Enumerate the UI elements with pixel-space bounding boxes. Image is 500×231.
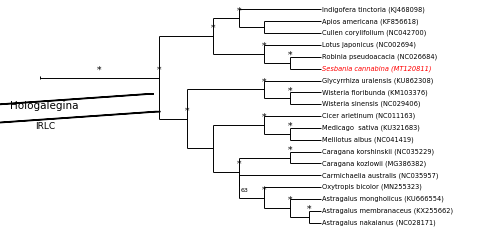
Text: 63: 63 — [240, 188, 248, 193]
Text: *: * — [156, 66, 161, 75]
Text: Medicago  sativa (KU321683): Medicago sativa (KU321683) — [322, 125, 420, 131]
Text: *: * — [307, 205, 312, 214]
Text: Astragalus nakaianus (NC028171): Astragalus nakaianus (NC028171) — [322, 219, 436, 226]
Text: Oxytropis bicolor (MN255323): Oxytropis bicolor (MN255323) — [322, 184, 422, 190]
Text: Indigofera tinctoria (KJ468098): Indigofera tinctoria (KJ468098) — [322, 6, 425, 13]
Text: Astragalus membranaceus (KX255662): Astragalus membranaceus (KX255662) — [322, 208, 453, 214]
Text: Cullen corylifolium (NC042700): Cullen corylifolium (NC042700) — [322, 30, 426, 36]
Text: *: * — [97, 66, 102, 75]
Text: Wisteria floribunda (KM103376): Wisteria floribunda (KM103376) — [322, 89, 428, 96]
Text: *: * — [262, 185, 266, 195]
Text: *: * — [288, 196, 292, 205]
Text: *: * — [236, 6, 241, 15]
Text: Carmichaelia australis (NC035957): Carmichaelia australis (NC035957) — [322, 172, 438, 179]
Polygon shape — [0, 94, 154, 105]
Text: Hologalegina: Hologalegina — [10, 101, 78, 111]
Polygon shape — [0, 112, 160, 123]
Text: Wisteria sinensis (NC029406): Wisteria sinensis (NC029406) — [322, 101, 420, 107]
Text: Cicer arietinum (NC011163): Cicer arietinum (NC011163) — [322, 113, 416, 119]
Text: *: * — [288, 51, 292, 60]
Text: *: * — [211, 24, 216, 33]
Text: Robinia pseudoacacia (NC026684): Robinia pseudoacacia (NC026684) — [322, 54, 438, 60]
Text: Lotus japonicus (NC002694): Lotus japonicus (NC002694) — [322, 42, 416, 48]
Text: Apios americana (KF856618): Apios americana (KF856618) — [322, 18, 418, 24]
Text: Astragalus mongholicus (KU666554): Astragalus mongholicus (KU666554) — [322, 196, 444, 202]
Text: *: * — [288, 86, 292, 95]
Text: *: * — [262, 42, 266, 51]
Text: Melilotus albus (NC041419): Melilotus albus (NC041419) — [322, 137, 414, 143]
Text: Caragana korshinskii (NC035229): Caragana korshinskii (NC035229) — [322, 148, 434, 155]
Text: Sesbania cannabina (MT120811): Sesbania cannabina (MT120811) — [322, 65, 432, 72]
Text: *: * — [262, 113, 266, 122]
Text: *: * — [185, 107, 190, 116]
Text: *: * — [288, 146, 292, 155]
Text: Caragana kozlowii (MG386382): Caragana kozlowii (MG386382) — [322, 160, 426, 167]
Text: IRLC: IRLC — [36, 122, 56, 131]
Text: *: * — [236, 160, 241, 169]
Text: Glycyrrhiza uralensis (KU862308): Glycyrrhiza uralensis (KU862308) — [322, 77, 434, 84]
Text: *: * — [288, 122, 292, 131]
Text: *: * — [262, 77, 266, 86]
